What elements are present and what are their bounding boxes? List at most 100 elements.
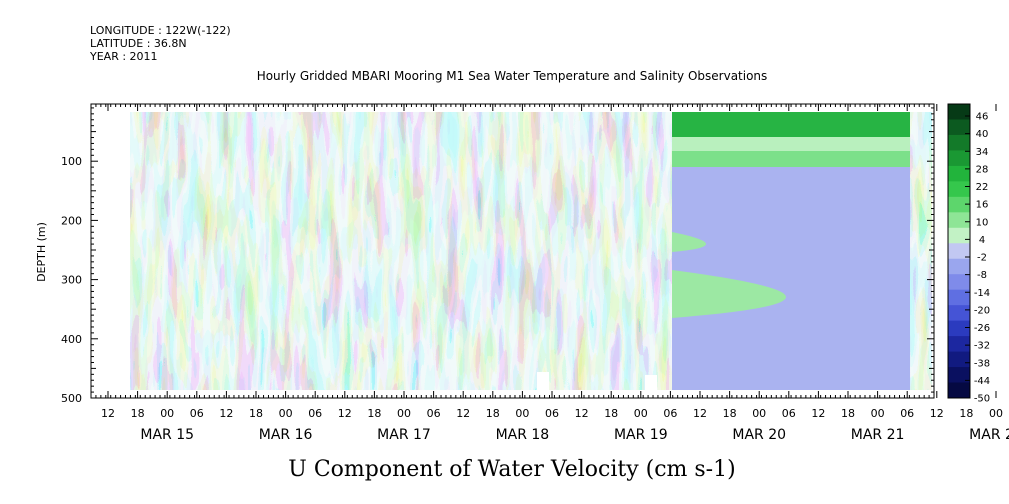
x-hour-tick-label: 06 bbox=[782, 407, 796, 420]
x-hour-tick-label: 18 bbox=[131, 407, 145, 420]
year-text: YEAR : 2011 bbox=[89, 50, 158, 63]
x-hour-tick-label: 12 bbox=[338, 407, 352, 420]
heatmap-gap-1 bbox=[537, 372, 549, 390]
colorbar-label: -44 bbox=[974, 376, 990, 387]
x-hour-tick-label: 00 bbox=[397, 407, 411, 420]
x-hour-tick-label: 12 bbox=[219, 407, 233, 420]
y-axis-ticks: 100 200 300 400 500 bbox=[61, 107, 934, 405]
colorbar: 46 40 34 28 22 16 10 4 -2 -8 -14 -20 -26 -32 -38 -44 -50 bbox=[947, 103, 990, 405]
colorbar-swatch bbox=[948, 243, 970, 260]
colorbar-label: 4 bbox=[979, 235, 985, 246]
x-hour-tick-label: 00 bbox=[160, 407, 174, 420]
plot-frame bbox=[90, 103, 935, 399]
colorbar-swatch bbox=[948, 181, 970, 198]
longitude-text: LONGITUDE : 122W(-122) bbox=[90, 24, 231, 37]
y-tick-label: 200 bbox=[61, 214, 82, 227]
x-hour-tick-label: 12 bbox=[693, 407, 707, 420]
colorbar-swatch bbox=[948, 134, 970, 151]
x-axis-label: U Component of Water Velocity (cm s-1) bbox=[288, 457, 735, 482]
colorbar-swatch bbox=[948, 258, 970, 275]
colorbar-label: 22 bbox=[976, 182, 989, 193]
x-hour-tick-label: 12 bbox=[575, 407, 589, 420]
colorbar-label: 10 bbox=[976, 217, 989, 228]
heatmap-gap-2 bbox=[645, 375, 657, 390]
x-hour-tick-label: 18 bbox=[486, 407, 500, 420]
chart-title: Hourly Gridded MBARI Mooring M1 Sea Wate… bbox=[257, 69, 768, 83]
heatmap-wedge-upper bbox=[672, 232, 706, 252]
x-hour-tick-label: 06 bbox=[663, 407, 677, 420]
y-tick-label: 300 bbox=[61, 274, 82, 287]
colorbar-swatch bbox=[948, 227, 970, 244]
colorbar-swatch bbox=[948, 119, 970, 136]
x-date-label: MAR 19 bbox=[614, 427, 668, 443]
colorbar-label: -38 bbox=[974, 358, 990, 369]
x-date-label: MAR 17 bbox=[377, 427, 431, 443]
x-hour-tick-label: 12 bbox=[101, 407, 115, 420]
x-hour-tick-label: 06 bbox=[427, 407, 441, 420]
colorbar-label: -20 bbox=[974, 305, 990, 316]
colorbar-swatch bbox=[948, 212, 970, 229]
heatmap-wedge-lower bbox=[672, 270, 786, 318]
y-tick-label: 400 bbox=[61, 333, 82, 346]
x-date-label: MAR 22 bbox=[969, 427, 1009, 443]
colorbar-label: -2 bbox=[977, 253, 987, 264]
heatmap-light-band bbox=[672, 137, 912, 151]
x-date-label: MAR 20 bbox=[732, 427, 786, 443]
colorbar-frame bbox=[947, 103, 971, 399]
colorbar-swatch bbox=[948, 274, 970, 291]
colorbar-swatch bbox=[948, 150, 970, 167]
x-hour-tick-label: 06 bbox=[190, 407, 204, 420]
x-hour-tick-label: 00 bbox=[989, 407, 1003, 420]
colorbar-label: 40 bbox=[976, 129, 989, 140]
colorbar-label: 16 bbox=[976, 200, 989, 211]
x-date-label: MAR 21 bbox=[851, 427, 905, 443]
colorbar-swatch bbox=[948, 367, 970, 384]
x-hour-tick-label: 18 bbox=[367, 407, 381, 420]
heatmap-mid-band bbox=[672, 151, 912, 167]
x-date-label: MAR 15 bbox=[140, 427, 194, 443]
colorbar-label: 34 bbox=[976, 147, 989, 158]
y-axis-label: DEPTH (m) bbox=[35, 222, 48, 282]
x-hour-tick-label: 18 bbox=[604, 407, 618, 420]
x-hour-tick-label: 12 bbox=[930, 407, 944, 420]
x-axis-ticks: 12 18 00 06 12 18 00 06 12 18 00 06 12 18 00 06 12 18 00 06… bbox=[90, 104, 1009, 443]
colorbar-swatch bbox=[948, 165, 970, 182]
colorbar-label: 46 bbox=[976, 112, 989, 123]
x-hour-tick-label: 18 bbox=[959, 407, 973, 420]
heatmap-field bbox=[130, 112, 932, 390]
x-hour-tick-label: 06 bbox=[308, 407, 322, 420]
x-hour-tick-label: 00 bbox=[871, 407, 885, 420]
x-date-label: MAR 16 bbox=[259, 427, 313, 443]
colorbar-label: -14 bbox=[974, 288, 990, 299]
heatmap-banded-region bbox=[130, 112, 672, 390]
colorbar-label: -8 bbox=[977, 270, 987, 281]
colorbar-swatch bbox=[948, 336, 970, 353]
x-hour-tick-label: 18 bbox=[841, 407, 855, 420]
colorbar-swatch bbox=[948, 104, 970, 120]
x-hour-tick-label: 18 bbox=[723, 407, 737, 420]
x-hour-tick-label: 06 bbox=[545, 407, 559, 420]
x-hour-tick-label: 06 bbox=[900, 407, 914, 420]
latitude-text: LATITUDE : 36.8N bbox=[90, 37, 187, 50]
colorbar-label: -32 bbox=[974, 341, 990, 352]
colorbar-swatch bbox=[948, 382, 970, 399]
colorbar-label: -50 bbox=[974, 394, 990, 405]
colorbar-label: 28 bbox=[976, 164, 989, 175]
x-hour-tick-label: 12 bbox=[456, 407, 470, 420]
x-hour-tick-label: 00 bbox=[515, 407, 529, 420]
heatmap-surface-band bbox=[672, 112, 912, 137]
y-tick-label: 100 bbox=[61, 155, 82, 168]
heatmap-right-edge bbox=[910, 112, 932, 390]
x-hour-tick-label: 00 bbox=[634, 407, 648, 420]
x-date-label: MAR 18 bbox=[496, 427, 550, 443]
x-hour-tick-label: 00 bbox=[752, 407, 766, 420]
y-tick-label: 500 bbox=[61, 392, 82, 405]
x-hour-tick-label: 18 bbox=[249, 407, 263, 420]
colorbar-swatch bbox=[948, 351, 970, 368]
colorbar-swatch bbox=[948, 196, 970, 213]
colorbar-swatch bbox=[948, 320, 970, 337]
colorbar-swatch bbox=[948, 305, 970, 322]
x-hour-tick-label: 12 bbox=[811, 407, 825, 420]
colorbar-label: -26 bbox=[974, 323, 990, 334]
